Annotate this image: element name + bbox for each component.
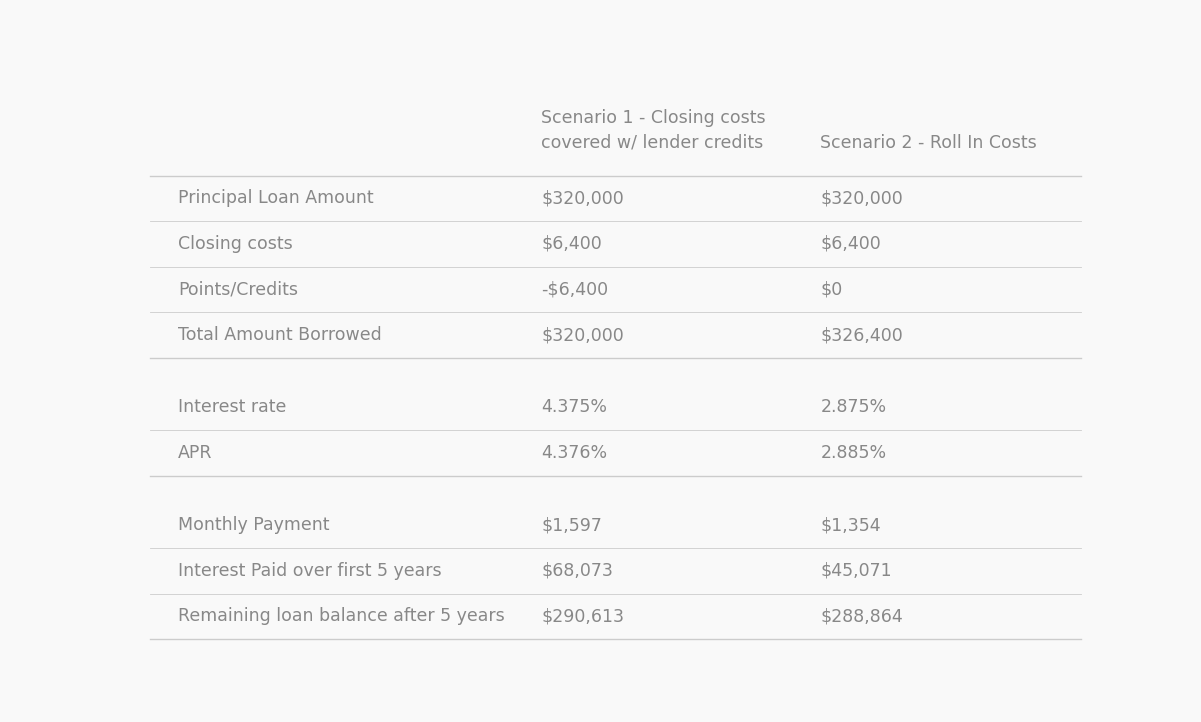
Text: $290,613: $290,613: [542, 607, 625, 625]
Text: $320,000: $320,000: [820, 189, 903, 207]
Text: $0: $0: [820, 281, 843, 299]
Text: $45,071: $45,071: [820, 562, 892, 580]
Text: $288,864: $288,864: [820, 607, 903, 625]
Text: Closing costs: Closing costs: [178, 235, 293, 253]
Text: $326,400: $326,400: [820, 326, 903, 344]
Text: Interest rate: Interest rate: [178, 399, 286, 417]
Text: $1,354: $1,354: [820, 516, 880, 534]
Text: $320,000: $320,000: [542, 189, 623, 207]
Text: Remaining loan balance after 5 years: Remaining loan balance after 5 years: [178, 607, 504, 625]
Text: $1,597: $1,597: [542, 516, 602, 534]
Text: 4.375%: 4.375%: [542, 399, 607, 417]
Text: Principal Loan Amount: Principal Loan Amount: [178, 189, 374, 207]
Text: $320,000: $320,000: [542, 326, 623, 344]
Text: -$6,400: -$6,400: [542, 281, 608, 299]
Text: 2.885%: 2.885%: [820, 444, 886, 462]
Text: $6,400: $6,400: [542, 235, 602, 253]
Text: APR: APR: [178, 444, 213, 462]
Text: Total Amount Borrowed: Total Amount Borrowed: [178, 326, 382, 344]
Text: Interest Paid over first 5 years: Interest Paid over first 5 years: [178, 562, 442, 580]
Text: $68,073: $68,073: [542, 562, 613, 580]
Text: $6,400: $6,400: [820, 235, 882, 253]
Text: Scenario 2 - Roll In Costs: Scenario 2 - Roll In Costs: [820, 134, 1036, 152]
Text: 2.875%: 2.875%: [820, 399, 886, 417]
Text: Scenario 1 - Closing costs
covered w/ lender credits: Scenario 1 - Closing costs covered w/ le…: [542, 109, 766, 152]
Text: 4.376%: 4.376%: [542, 444, 608, 462]
Text: Points/Credits: Points/Credits: [178, 281, 298, 299]
Text: Monthly Payment: Monthly Payment: [178, 516, 329, 534]
